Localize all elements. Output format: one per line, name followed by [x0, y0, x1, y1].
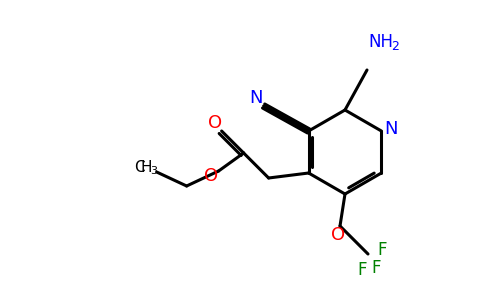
Text: H: H — [141, 160, 152, 175]
Text: O: O — [204, 167, 218, 185]
Text: C: C — [135, 160, 145, 175]
Text: N: N — [385, 120, 398, 138]
Text: F: F — [377, 241, 387, 259]
Text: F: F — [371, 259, 381, 277]
Text: 3: 3 — [150, 166, 157, 176]
Text: O: O — [208, 114, 222, 132]
Text: F: F — [357, 261, 367, 279]
Text: N: N — [249, 89, 262, 107]
Text: O: O — [331, 226, 345, 244]
Text: 2: 2 — [391, 40, 399, 52]
Text: NH: NH — [368, 33, 393, 51]
